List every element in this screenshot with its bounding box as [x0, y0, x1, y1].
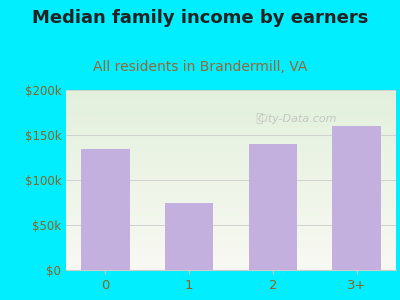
Bar [66, 263, 396, 266]
Bar [66, 209, 396, 211]
Bar [66, 225, 396, 227]
Bar [66, 106, 396, 108]
Bar [66, 268, 396, 270]
Bar [66, 266, 396, 268]
Bar [66, 234, 396, 236]
Bar [66, 119, 396, 122]
Bar [332, 126, 381, 270]
Bar [66, 248, 396, 250]
Bar [66, 124, 396, 126]
Bar [66, 256, 396, 259]
Bar [66, 162, 396, 164]
Text: Median family income by earners: Median family income by earners [32, 9, 368, 27]
Bar [66, 97, 396, 99]
Bar [66, 230, 396, 232]
Bar [66, 191, 396, 194]
Bar [66, 202, 396, 205]
Bar [66, 90, 396, 92]
Bar [66, 207, 396, 209]
Bar [66, 196, 396, 198]
Bar [66, 220, 396, 223]
Bar [66, 243, 396, 245]
Bar [66, 94, 396, 97]
Bar [66, 158, 396, 160]
Bar [66, 198, 396, 200]
Bar [66, 155, 396, 158]
Bar [66, 153, 396, 155]
Bar [66, 110, 396, 112]
Bar [66, 205, 396, 207]
Bar [66, 252, 396, 254]
Bar [66, 189, 396, 191]
Bar [66, 250, 396, 252]
Bar [66, 184, 396, 187]
Bar [66, 200, 396, 202]
Bar [66, 238, 396, 241]
Bar [66, 115, 396, 117]
Bar [66, 176, 396, 178]
Bar [81, 148, 130, 270]
Bar [66, 122, 396, 124]
Bar [248, 144, 297, 270]
Bar [66, 182, 396, 184]
Bar [66, 194, 396, 196]
Bar [66, 126, 396, 128]
Bar [66, 187, 396, 189]
Bar [66, 101, 396, 104]
Bar [66, 171, 396, 173]
Text: City-Data.com: City-Data.com [257, 114, 337, 124]
Bar [66, 173, 396, 176]
Bar [165, 202, 214, 270]
Bar [66, 216, 396, 218]
Bar [66, 148, 396, 151]
Bar [66, 137, 396, 140]
Bar [66, 142, 396, 144]
Bar [66, 130, 396, 133]
Text: All residents in Brandermill, VA: All residents in Brandermill, VA [93, 60, 307, 74]
Bar [66, 135, 396, 137]
Bar [66, 227, 396, 230]
Bar [66, 112, 396, 115]
Bar [66, 214, 396, 216]
Bar [66, 108, 396, 110]
Bar [66, 180, 396, 182]
Bar [66, 241, 396, 243]
Bar [66, 178, 396, 180]
Bar [66, 146, 396, 148]
Bar [66, 254, 396, 256]
Bar [66, 128, 396, 130]
Bar [66, 167, 396, 169]
Bar [66, 212, 396, 214]
Bar [66, 92, 396, 94]
Bar [66, 232, 396, 234]
Bar [66, 160, 396, 162]
Bar [66, 151, 396, 153]
Bar [66, 133, 396, 135]
Bar [66, 236, 396, 238]
Bar [66, 144, 396, 146]
Bar [66, 103, 396, 106]
Bar [66, 259, 396, 261]
Bar [66, 164, 396, 166]
Bar [66, 99, 396, 101]
Bar [66, 218, 396, 220]
Text: ⓘ: ⓘ [255, 112, 263, 125]
Bar [66, 245, 396, 247]
Bar [66, 117, 396, 119]
Bar [66, 169, 396, 171]
Bar [66, 140, 396, 142]
Bar [66, 261, 396, 263]
Bar [66, 223, 396, 225]
